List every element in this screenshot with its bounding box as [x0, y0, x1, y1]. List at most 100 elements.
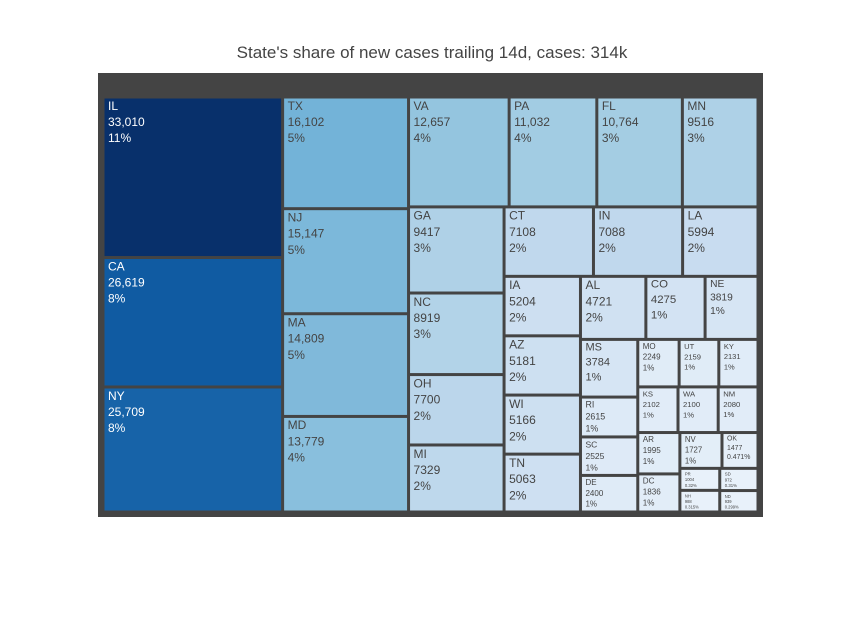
tile-value: 2400 — [585, 489, 603, 498]
tile-value: 2615 — [585, 412, 605, 422]
tile-label: NM — [723, 389, 735, 398]
tile-label: MS — [585, 342, 602, 354]
tile-value: 33,010 — [108, 115, 145, 129]
tile — [639, 340, 678, 386]
tile-label: NY — [108, 389, 125, 403]
tile-label: FL — [602, 99, 616, 113]
tile — [581, 438, 637, 474]
tile — [410, 98, 508, 206]
tile — [284, 210, 408, 313]
tile — [505, 396, 579, 453]
tile-label: VA — [414, 99, 429, 113]
tile — [505, 337, 579, 394]
tile-value: 13,779 — [288, 434, 325, 448]
tile-label: DE — [585, 478, 596, 487]
tile-value: 2131 — [724, 352, 741, 361]
tile — [647, 277, 704, 338]
tile-label: NJ — [288, 210, 303, 224]
tile — [683, 98, 757, 206]
tile-value: 26,619 — [108, 276, 145, 290]
tile — [723, 434, 757, 467]
tile-label: MO — [643, 342, 656, 351]
tile-label: MD — [288, 418, 307, 432]
tile-share: 2% — [598, 241, 616, 255]
tile-share: 11% — [108, 131, 131, 145]
tile — [581, 340, 637, 396]
tile-label: GA — [414, 209, 431, 223]
tile-label: AR — [643, 435, 654, 444]
tile-value: 14,809 — [288, 332, 325, 346]
tile-share: 0.299% — [725, 505, 739, 510]
tile — [681, 469, 719, 489]
tile — [284, 315, 408, 415]
tile — [680, 340, 718, 386]
tile-value: 939 — [725, 499, 733, 504]
tile-label: NE — [710, 279, 724, 290]
tile — [505, 208, 592, 275]
tile-label: PA — [514, 99, 529, 113]
tile-value: 2525 — [585, 451, 604, 461]
tile-share: 2% — [509, 429, 527, 443]
tile-value: 2159 — [684, 352, 701, 361]
tile-share: 1% — [643, 410, 654, 419]
tile — [505, 277, 579, 335]
tile — [410, 446, 503, 511]
tile-share: 4% — [514, 131, 532, 145]
tile-share: 2% — [414, 479, 432, 493]
tile-label: PR — [685, 472, 691, 477]
tile-label: CT — [509, 209, 526, 223]
tile-label: AZ — [509, 338, 524, 352]
tile-value: 4721 — [585, 294, 612, 308]
tile-share: 1% — [724, 362, 735, 371]
tile-share: 1% — [585, 424, 598, 434]
tile — [598, 98, 681, 206]
tile-share: 2% — [509, 370, 527, 384]
tile-value: 25,709 — [108, 405, 145, 419]
tile-value: 9516 — [687, 115, 714, 129]
tile-value: 7700 — [414, 393, 441, 407]
tile-share: 8% — [108, 292, 126, 306]
tile-value: 972 — [725, 477, 733, 482]
tile — [581, 398, 637, 436]
tile-share: 1% — [651, 309, 667, 321]
tile-label: MI — [414, 447, 427, 461]
tile-value: 2249 — [643, 353, 661, 362]
tile — [410, 208, 503, 292]
tile-share: 1% — [643, 498, 655, 507]
tile — [104, 259, 282, 386]
tile-value: 8919 — [414, 311, 441, 325]
chart-title: State's share of new cases trailing 14d,… — [237, 43, 628, 62]
tile-value: 5166 — [509, 413, 536, 427]
tile-share: 8% — [108, 421, 126, 435]
tile-share: 3% — [602, 131, 620, 145]
tile-label: IA — [509, 278, 520, 292]
tile-value: 1995 — [643, 446, 662, 455]
tile — [719, 388, 757, 432]
tile-value: 3784 — [585, 356, 609, 368]
tile-share: 3% — [687, 131, 705, 145]
tile — [639, 388, 677, 432]
tile-label: NH — [685, 494, 691, 499]
tile-share: 1% — [585, 462, 598, 472]
tile-share: 2% — [585, 311, 603, 325]
tile — [410, 294, 503, 374]
tile-value: 4275 — [651, 294, 676, 306]
tile-label: LA — [688, 209, 703, 223]
tile-value: 988 — [685, 499, 693, 504]
tile-share: 2% — [509, 488, 527, 502]
tile-share: 2% — [688, 241, 706, 255]
tile-label: MA — [288, 316, 306, 330]
tile-share: 3% — [414, 327, 432, 341]
tile-label: SC — [585, 439, 597, 449]
tile-value: 5181 — [509, 354, 536, 368]
tile-value: 7108 — [509, 225, 536, 239]
tile — [720, 340, 757, 386]
tile-value: 7329 — [414, 463, 441, 477]
tile-value: 7088 — [598, 225, 625, 239]
tile — [594, 208, 682, 275]
tile-share: 2% — [414, 409, 432, 423]
tile-label: KY — [724, 342, 734, 351]
tile-share: 1% — [683, 410, 694, 419]
tile — [410, 376, 503, 444]
